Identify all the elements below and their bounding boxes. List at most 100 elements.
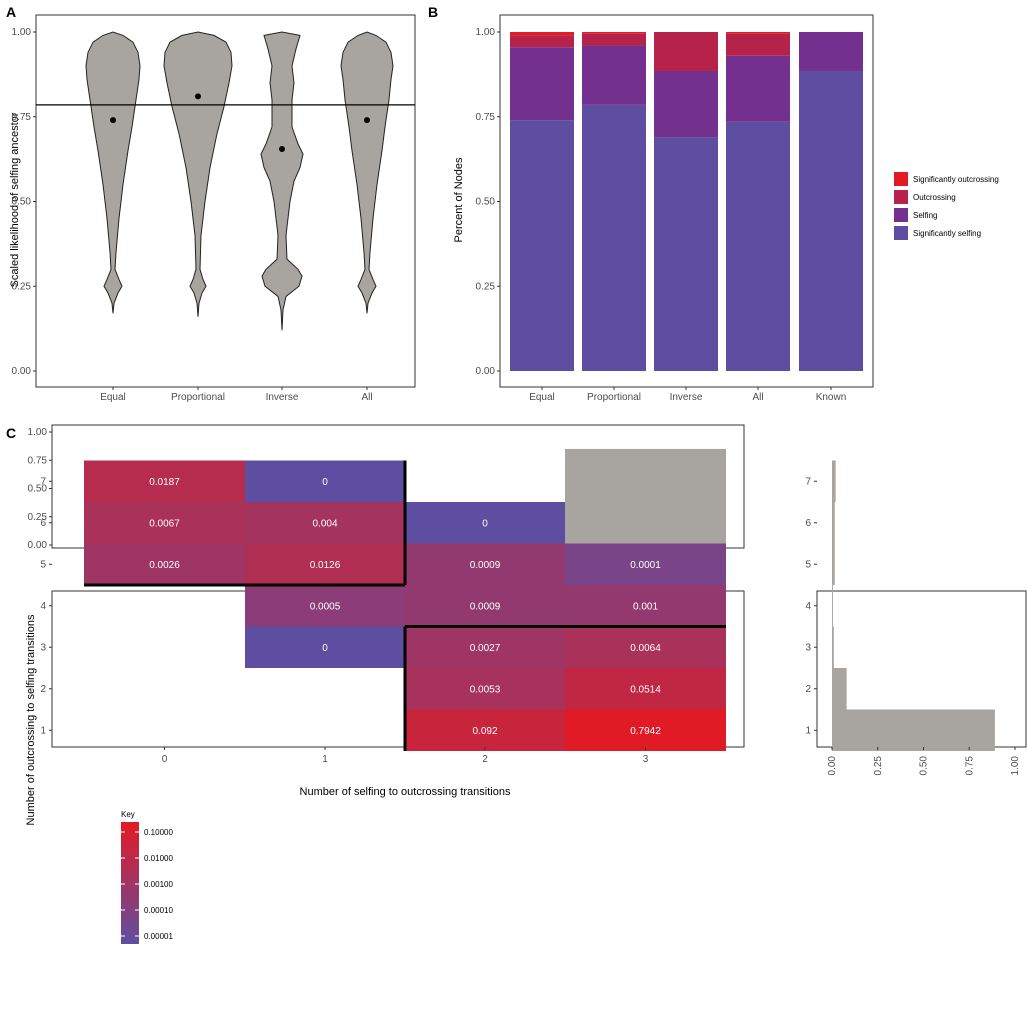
panel-b-x-tick-label: Known	[816, 392, 847, 403]
panel-label-a: A	[6, 4, 16, 20]
panel-c-right-y-tick-label: 6	[805, 518, 811, 529]
heatmap-cell-1-7	[245, 460, 405, 502]
panel-b-legend-label: Outcrossing	[913, 193, 956, 202]
heatmap-y-tick-label: 3	[40, 642, 46, 653]
panel-a-mean-point-proportional	[195, 93, 201, 100]
panel-c-right-marginal-bar-chart: 1 2 3 4 5 6 7 0.00 0.25 0.50 0.75 1.00	[805, 460, 1027, 776]
heatmap-y-tick-label: 6	[40, 518, 46, 529]
heatmap-x-tick-label: 0	[162, 754, 168, 765]
heatmap-cell-label: 0.0001	[630, 560, 661, 571]
panel-b-bar-equal-selfing	[510, 47, 574, 121]
panel-b-legend-swatch	[894, 190, 908, 204]
panel-b-bar-inverse-outcrossing	[654, 32, 718, 71]
panel-b-bar-proportional-selfing	[582, 45, 646, 105]
heatmap-cell-1-5	[245, 543, 405, 585]
panel-b-bar-proportional-outcrossing	[582, 33, 646, 46]
heatmap-cell-2-1	[405, 709, 565, 751]
panel-a-x-tick-label: Proportional	[171, 392, 225, 403]
heatmap-cell-label: 0.0026	[149, 560, 180, 571]
panel-c-right-x-tick-label: 0.00	[827, 756, 838, 776]
heatmap-cell-3-3	[565, 626, 726, 668]
panel-c-right-x-tick-label: 0.50	[919, 756, 930, 776]
heatmap-cell-label: 0.092	[472, 726, 497, 737]
heatmap-y-tick-label: 1	[40, 725, 46, 736]
heatmap-cell-0-5	[84, 543, 245, 585]
heatmap-key-tick-label: 0.00010	[144, 906, 173, 915]
panel-b-y-tick-label: 1.00	[476, 27, 496, 38]
panel-b-bar-equal-outcrossing	[510, 35, 574, 48]
panel-c-right-bar-7	[832, 460, 836, 502]
heatmap-cell-2-5	[405, 543, 565, 585]
panel-c-right-y-tick-label: 5	[805, 559, 811, 570]
panel-b-x-tick-label: All	[752, 392, 763, 403]
panel-b-legend-swatch	[894, 172, 908, 186]
panel-a-violin-all	[340, 31, 394, 314]
heatmap-cell-label: 0.0053	[470, 684, 501, 695]
panel-a-x-tick-label: Equal	[100, 392, 126, 403]
panel-c-right-bar-1	[832, 709, 995, 751]
heatmap-y-tick-label: 2	[40, 684, 46, 695]
heatmap-cell-label: 0.0514	[630, 684, 661, 695]
panel-c-right-x-tick-label: 0.25	[873, 756, 884, 776]
panel-c-right-bar-2	[832, 668, 847, 710]
panel-c-y-axis-label: Number of outcrossing to selfing transit…	[25, 614, 37, 825]
panel-c-right-y-tick-label: 7	[805, 476, 811, 487]
heatmap-cell-label: 0.001	[633, 601, 658, 612]
heatmap-key-tick-label: 0.01000	[144, 854, 173, 863]
panel-b-bar-equal-significantly-selfing	[510, 120, 574, 371]
heatmap-x-tick-label: 1	[322, 754, 328, 765]
heatmap-cell-1-4	[245, 585, 405, 627]
heatmap-cell-3-5	[565, 543, 726, 585]
heatmap-cell-2-6	[405, 502, 565, 544]
panel-label-c: C	[6, 425, 16, 441]
heatmap-cell-1-3	[245, 626, 405, 668]
heatmap-x-tick-label: 3	[643, 754, 649, 765]
panel-a-x-tick-label: All	[361, 392, 372, 403]
heatmap-y-tick-label: 5	[40, 559, 46, 570]
panel-a-violin-chart: Scaled likelihood of selfing ancestor 0.…	[9, 14, 416, 403]
panel-a-violin-proportional	[163, 31, 233, 317]
heatmap-cell-3-2	[565, 668, 726, 710]
heatmap-key-tick-label: 0.00100	[144, 880, 173, 889]
panel-c-right-bar-4	[832, 585, 833, 627]
panel-a-y-axis-label: Scaled likelihood of selfing ancestor	[9, 112, 21, 287]
panel-a-y-tick-label: 0.50	[12, 197, 32, 208]
panel-a-violin-inverse	[260, 31, 304, 331]
panel-c-right-y-tick-label: 4	[805, 601, 811, 612]
panel-c-right-bar-6	[832, 502, 835, 544]
heatmap-cell-2-4	[405, 585, 565, 627]
panel-c-x-axis-label: Number of selfing to outcrossing transit…	[300, 786, 511, 798]
heatmap-x-tick-label: 2	[482, 754, 488, 765]
panel-c-right-x-tick-label: 1.00	[1010, 756, 1021, 776]
heatmap-key-tick-label: 0.00001	[144, 932, 173, 941]
panel-b-bar-all-significantly-selfing	[726, 121, 790, 372]
heatmap-cell-label: 0.004	[312, 518, 337, 529]
panel-b-y-tick-label: 0.25	[476, 281, 496, 292]
panel-a-mean-point-inverse	[279, 145, 285, 152]
heatmap-cell-label: 0.0187	[149, 477, 180, 488]
panel-b-legend-label: Significantly outcrossing	[913, 175, 999, 184]
panel-label-b: B	[428, 4, 438, 20]
heatmap-cell-label: 0.0005	[310, 601, 341, 612]
panel-b-bar-proportional-significantly-outcrossing	[582, 32, 646, 34]
heatmap-key-tick-label: 0.10000	[144, 828, 173, 837]
heatmap-cell-label: 0	[322, 643, 328, 654]
panel-b-legend-swatch	[894, 226, 908, 240]
heatmap-cell-0-6	[84, 502, 245, 544]
panel-b-bar-all-significantly-outcrossing	[726, 32, 790, 34]
heatmap-cell-label: 0.0009	[470, 601, 501, 612]
panel-c-top-y-tick-label: 0.50	[28, 484, 48, 495]
panel-b-stacked-bar-chart: Percent of Nodes 0.00 0.25 0.50 0.75 1.00 Eq…	[453, 14, 999, 403]
panel-a-violin-equal	[85, 31, 141, 314]
panel-b-bar-proportional-significantly-selfing	[582, 104, 646, 371]
panel-c-right-bar-3	[832, 626, 834, 668]
heatmap-cell-label: 0.7942	[630, 726, 661, 737]
heatmap-cell-label: 0	[482, 518, 488, 529]
heatmap-cell-label: 0.0027	[470, 643, 501, 654]
panel-c-heatmap: 0.0187 00.0067 0.004 00.0026 0.0126 0.0009 0.0…	[25, 460, 745, 944]
panel-b-bar-all-selfing	[726, 55, 790, 122]
panel-b-bar-known-significantly-selfing	[799, 70, 863, 372]
panel-c-right-y-tick-label: 1	[805, 725, 811, 736]
heatmap-cell-label: 0	[322, 477, 328, 488]
